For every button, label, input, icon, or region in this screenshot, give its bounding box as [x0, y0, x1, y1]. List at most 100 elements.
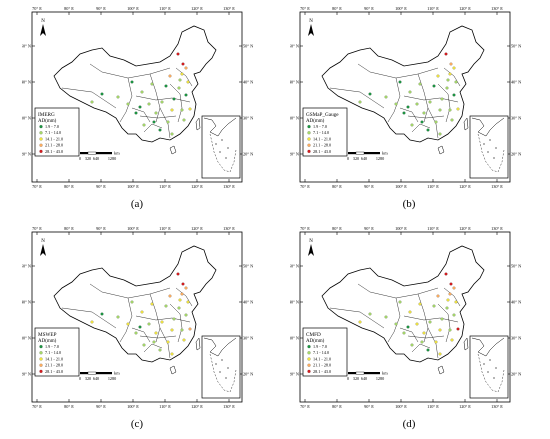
lat-label-right: 20° N	[511, 152, 521, 157]
lon-label-bottom: 80° E	[332, 184, 342, 189]
lat-label-left: 20° N	[22, 152, 31, 157]
legend-swatch	[39, 351, 43, 355]
taiwan-island	[463, 337, 469, 351]
station-point	[154, 331, 158, 335]
legend-subtitle: AD(mm)	[306, 339, 325, 344]
legend-entry-label: 28.1 - 43.0	[313, 149, 331, 154]
lon-label-top: 130° E	[223, 6, 235, 11]
lon-label-bottom: 110° E	[159, 404, 171, 409]
legend-entry-label: 21.1 - 28.0	[45, 363, 63, 368]
lon-label-bottom: 110° E	[159, 184, 171, 189]
province-boundary	[169, 83, 183, 123]
station-point	[368, 312, 372, 316]
legend-entry-label: 14.1 - 21.0	[313, 356, 331, 361]
station-point	[368, 92, 372, 96]
china-outline	[321, 245, 485, 363]
lon-label-top: 100° E	[395, 226, 407, 231]
station-point	[180, 72, 184, 76]
lon-label-top: 90° E	[96, 6, 106, 11]
province-boundary	[159, 327, 171, 359]
station-point	[140, 90, 144, 94]
scale-tick-label: 320	[85, 376, 91, 381]
scale-tick-label: 640	[93, 156, 99, 161]
lon-label-bottom: 100° E	[127, 404, 139, 409]
lon-label-bottom: 90° E	[96, 184, 106, 189]
station-point	[394, 102, 398, 106]
province-boundary	[329, 307, 385, 329]
scale-tick-label: 320	[353, 376, 359, 381]
legend-entry-label: 21.1 - 28.0	[45, 143, 63, 148]
station-point	[160, 320, 164, 324]
station-point	[126, 322, 130, 326]
station-point	[426, 128, 430, 132]
station-point	[178, 298, 182, 302]
lon-label-top: 70° E	[32, 226, 42, 231]
lon-label-top: 120° E	[459, 6, 471, 11]
lon-label-top: 90° E	[364, 226, 374, 231]
lat-label-right: 50° N	[243, 44, 253, 49]
station-point	[448, 292, 452, 296]
station-point	[172, 317, 176, 321]
panel-caption: (d)	[402, 418, 416, 430]
province-boundary	[169, 303, 183, 343]
scale-tick-label: 320	[353, 156, 359, 161]
legend-title: MSWEP	[38, 332, 57, 338]
legend-entry-label: 14.1 - 21.0	[45, 356, 63, 361]
lat-label-left: 40° N	[290, 300, 299, 305]
station-point	[452, 286, 456, 290]
legend-swatch	[307, 149, 311, 153]
legend-entry-label: 14.1 - 21.0	[313, 136, 331, 141]
scale-tick-label: 0	[79, 156, 81, 161]
station-point	[138, 325, 142, 329]
station-point	[418, 82, 422, 86]
station-point	[444, 52, 448, 56]
station-point	[438, 352, 442, 356]
lon-label-top: 80° E	[332, 6, 342, 11]
lat-label-right: 40° N	[243, 300, 253, 305]
station-point	[170, 352, 174, 356]
station-point	[394, 322, 398, 326]
north-label: N	[309, 239, 313, 244]
station-point	[160, 100, 164, 104]
station-point	[438, 328, 442, 332]
station-point	[428, 100, 432, 104]
scale-bar: km 0 320 640 1280	[79, 151, 120, 162]
station-point	[440, 97, 444, 101]
lon-label-bottom: 110° E	[427, 404, 439, 409]
legend-swatch	[39, 363, 43, 367]
map-panel-d: 70° E 70° E 80° E 80° E 90° E 90° E 100° E 100°…	[290, 226, 521, 409]
hainan-island	[169, 145, 177, 155]
province-boundary	[411, 123, 431, 133]
scale-tick-label: 1280	[108, 376, 116, 381]
legend-entry-label: 14.1 - 21.0	[45, 136, 63, 141]
lon-label-top: 90° E	[96, 226, 106, 231]
station-point	[177, 306, 181, 310]
station-point	[180, 292, 184, 296]
legend-swatch	[307, 131, 311, 135]
lon-label-bottom: 70° E	[32, 184, 42, 189]
scale-tick-label: 640	[93, 376, 99, 381]
north-label: N	[309, 19, 313, 24]
lon-label-top: 120° E	[191, 226, 203, 231]
lon-label-top: 110° E	[159, 6, 171, 11]
legend-swatch	[39, 124, 43, 129]
lon-label-top: 70° E	[300, 226, 310, 231]
map-panel-c: 70° E 70° E 80° E 80° E 90° E 90° E 100° E 100°…	[22, 226, 253, 409]
panel-caption: (b)	[402, 198, 416, 210]
station-point	[408, 90, 412, 94]
province-boundary	[61, 307, 117, 329]
lon-label-top: 100° E	[395, 6, 407, 11]
station-point	[408, 310, 412, 314]
legend-entry-label: 7.1 - 14.0	[45, 130, 61, 135]
station-point	[138, 105, 142, 109]
province-boundary	[175, 67, 193, 87]
province-boundary	[61, 87, 117, 109]
province-boundary	[143, 343, 163, 353]
station-point	[415, 322, 419, 326]
province-boundary	[407, 335, 445, 339]
station-point	[450, 118, 454, 122]
china-outline	[53, 25, 217, 143]
station-point	[186, 80, 190, 84]
scale-tick-label: 0	[347, 156, 349, 161]
